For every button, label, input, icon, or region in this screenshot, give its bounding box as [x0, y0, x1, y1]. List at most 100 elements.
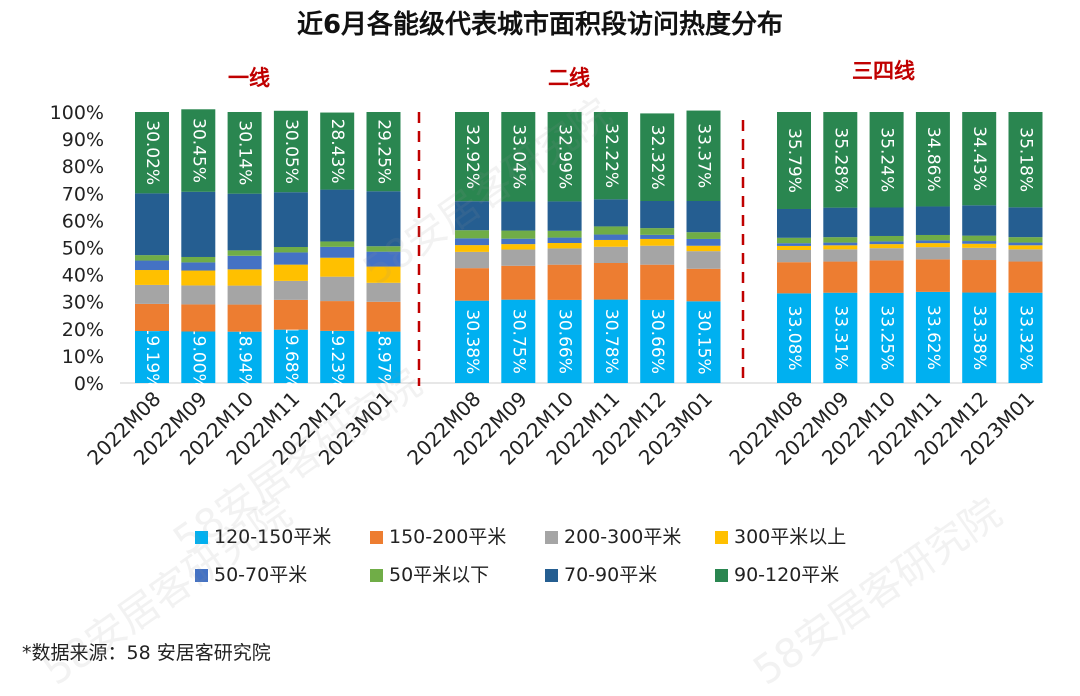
chart-plot: 0% 10% 20% 30% 40% 50% 60% 70% 80% 90% 100% 19.19% 3…	[50, 102, 1043, 470]
bar-segment	[227, 331, 262, 383]
bar-segment	[135, 284, 169, 304]
bar-segment	[227, 193, 262, 251]
bar-segment	[593, 263, 628, 300]
legend-item: 300平米以上	[715, 522, 846, 549]
bar-segment	[823, 292, 858, 383]
data-label: 33.08%	[784, 306, 804, 371]
data-label: 34.43%	[969, 126, 989, 191]
bar-segment	[1008, 112, 1043, 208]
bar-segment	[593, 246, 628, 264]
data-label: 33.62%	[923, 305, 943, 370]
bar-segment	[640, 113, 675, 201]
bar-segment	[181, 109, 216, 192]
legend-swatch	[715, 531, 728, 544]
bar-segment	[962, 235, 997, 242]
bar-segment	[135, 255, 169, 261]
bar-segment	[962, 260, 997, 293]
bar-segment	[273, 110, 308, 193]
bar-segment	[915, 247, 950, 260]
chart-title: 近6月各能级代表城市面积段访问热度分布	[296, 10, 784, 40]
bar-segment	[320, 189, 355, 242]
legend-swatch	[545, 531, 558, 544]
bar-segment	[273, 264, 308, 281]
legend-swatch	[195, 569, 208, 582]
bar-segment	[686, 301, 721, 383]
bar-segment	[1008, 261, 1043, 293]
bar-segment	[823, 245, 858, 250]
data-label: 33.25%	[877, 306, 897, 371]
bar-segment	[640, 234, 675, 239]
bar-segment	[320, 246, 355, 258]
bar-segment	[686, 110, 721, 201]
bar-segment	[869, 244, 904, 249]
legend-swatch	[195, 531, 208, 544]
y-tick-label: 50%	[62, 238, 104, 260]
legend-label: 50-70平米	[214, 564, 308, 586]
bar-segment	[823, 207, 858, 238]
bar-segment	[640, 228, 675, 235]
bar-segment	[320, 301, 355, 331]
bar-segment	[823, 237, 858, 243]
bar-segment	[962, 292, 997, 383]
bar-segment	[181, 285, 216, 305]
bar-segment	[227, 269, 262, 286]
bar-segment	[823, 261, 858, 293]
bar-segment	[501, 265, 536, 300]
bar-segment	[869, 292, 904, 383]
legend-label: 50平米以下	[389, 564, 490, 586]
bar-segment	[455, 251, 489, 269]
bar-segment	[640, 299, 675, 383]
bar-segment	[593, 112, 628, 200]
bar-segment	[686, 251, 721, 269]
data-source-note: *数据来源：58 安居客研究院	[22, 642, 271, 664]
data-label: 30.15%	[694, 310, 714, 375]
bar-segment	[686, 268, 721, 302]
bar-segment	[273, 299, 308, 330]
bar-segment	[593, 239, 628, 247]
bar-segment	[501, 249, 536, 266]
y-tick-label: 20%	[62, 319, 104, 341]
bar-segment	[962, 112, 997, 206]
bar-segment	[455, 300, 489, 383]
legend-swatch	[370, 531, 383, 544]
bar-segment	[915, 112, 950, 207]
bar-segment	[777, 249, 811, 263]
data-label: 18.94%	[235, 325, 255, 390]
bar-segment	[547, 299, 582, 383]
legend-item: 150-200平米	[370, 522, 506, 549]
bar-segment	[915, 234, 950, 241]
bar-segment	[455, 245, 489, 252]
bar-segment	[686, 238, 721, 246]
bar-segment	[593, 299, 628, 383]
bar-segment	[320, 330, 355, 383]
y-tick-label: 80%	[62, 156, 104, 178]
bar-segment	[869, 260, 904, 293]
legend-swatch	[370, 569, 383, 582]
bar-segment	[366, 301, 401, 332]
bar-segment	[1008, 237, 1043, 243]
bar-segment	[501, 112, 536, 202]
bar-segment	[366, 191, 401, 247]
y-tick-label: 10%	[62, 346, 104, 368]
bar-segment	[915, 259, 950, 292]
bar-segment	[777, 208, 811, 238]
data-label: 33.38%	[969, 305, 989, 370]
y-tick-label: 100%	[50, 102, 104, 124]
data-label: 35.24%	[877, 127, 897, 192]
bar-segment	[181, 304, 216, 332]
bar-segment	[869, 235, 904, 242]
bar-segment	[181, 270, 216, 286]
bar-segment	[366, 331, 401, 383]
bar-segment	[273, 192, 308, 248]
bar-segment	[777, 243, 811, 246]
data-label: 35.28%	[830, 127, 850, 192]
bar-segment	[547, 264, 582, 300]
bar-segment	[823, 242, 858, 246]
bar-segment	[135, 112, 169, 194]
bar-segment	[1008, 292, 1043, 383]
bar-segment	[869, 241, 904, 245]
bar-segment	[915, 291, 950, 383]
y-tick-label: 60%	[62, 210, 104, 232]
bar-segment	[962, 241, 997, 244]
data-label: 30.66%	[555, 309, 575, 374]
